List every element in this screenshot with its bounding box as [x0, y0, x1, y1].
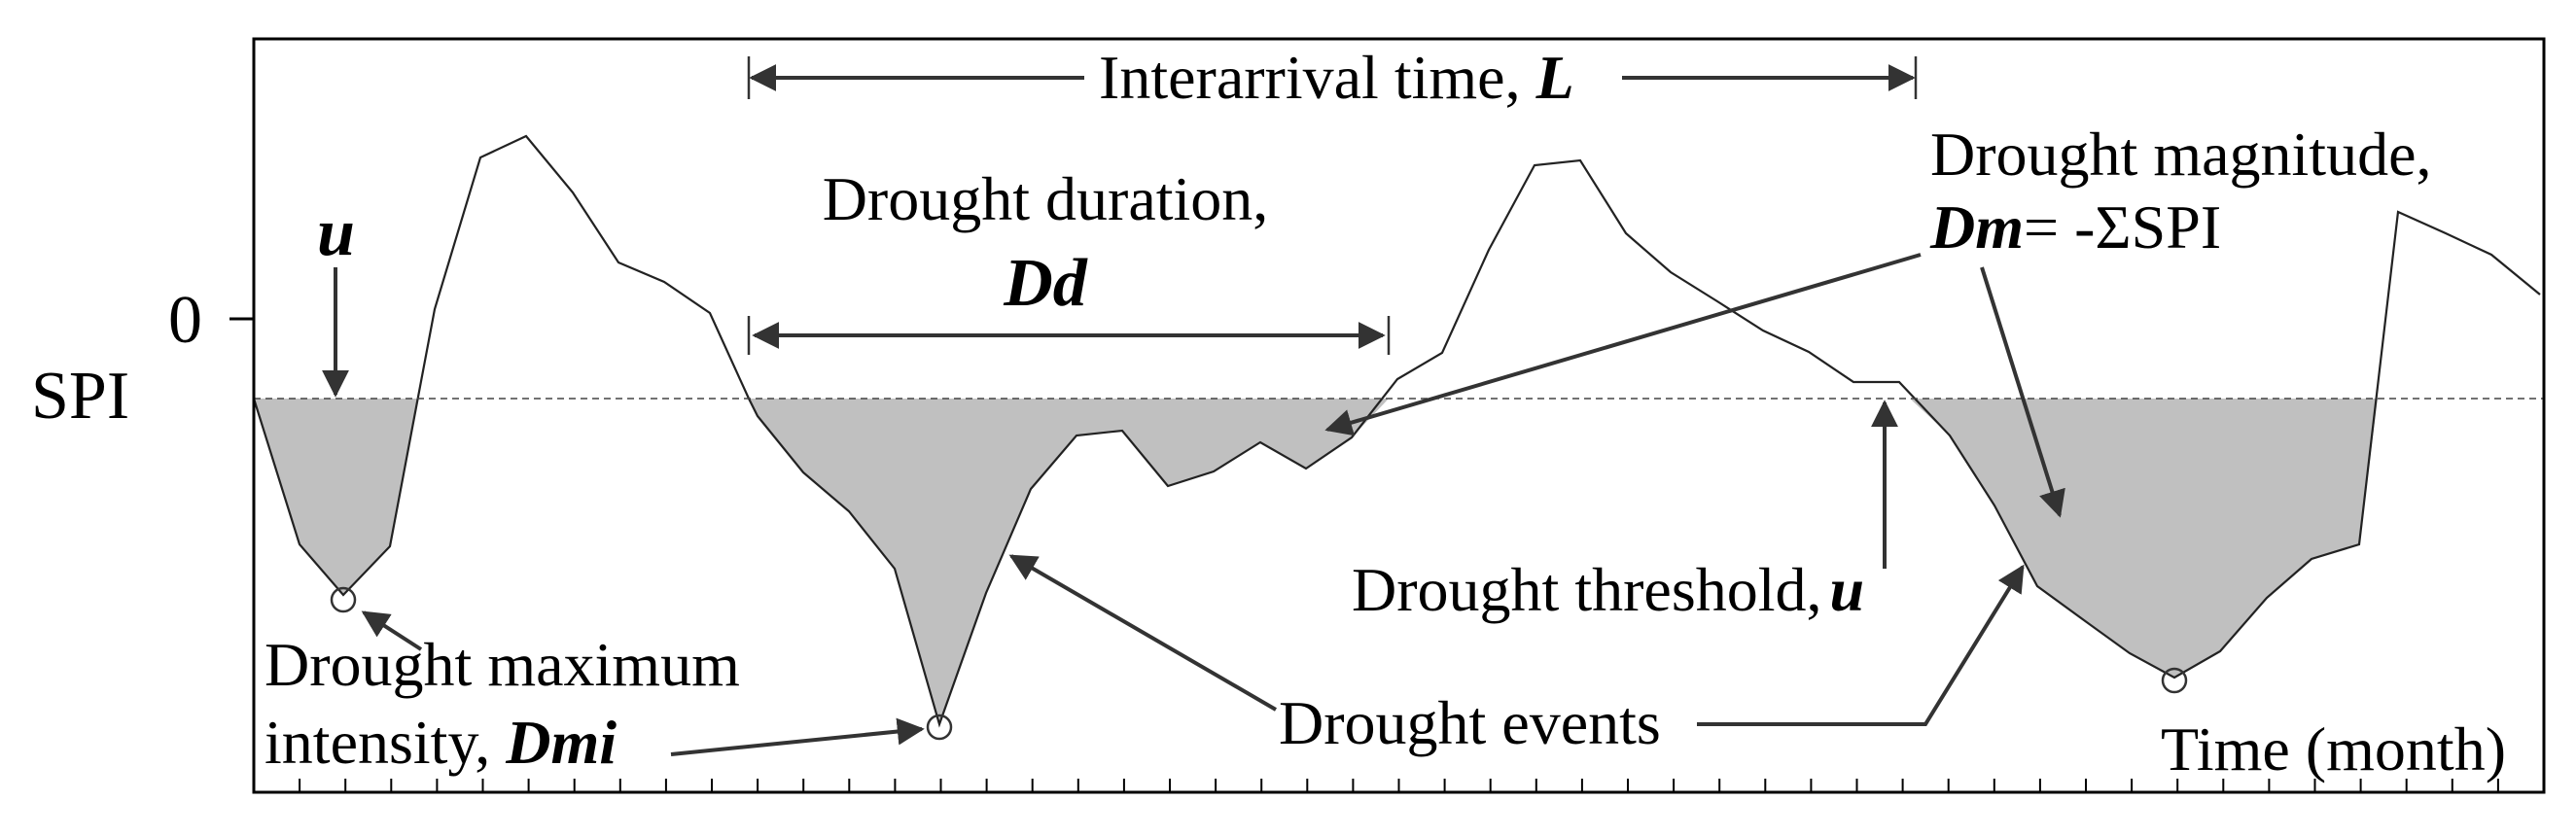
x-axis-ticks [299, 779, 2499, 792]
max-intensity-label-line1: Drought maximum [265, 630, 740, 699]
duration-symbol: Dd [1003, 246, 1088, 321]
drought-area-fills [254, 399, 2378, 724]
y-axis-label: SPI [31, 359, 129, 434]
magnitude-label: Drought magnitude, [1930, 120, 2431, 189]
max-intensity-marker-event-2 [926, 714, 953, 741]
magnitude-arrow-event-3 [1980, 266, 2065, 518]
max-intensity-arrow-event-2 [670, 717, 925, 756]
events-label: Drought events [1279, 688, 1661, 757]
duration-label: Drought duration, [823, 164, 1269, 233]
spi-series-line [252, 134, 2541, 728]
magnitude-formula: Dm= -ΣSPI [1929, 192, 2221, 261]
zero-tick-label: 0 [168, 283, 202, 358]
x-axis-label: Time (month) [2161, 714, 2506, 784]
drought-area-event-2 [749, 399, 1389, 724]
threshold-label: Drought threshold, u [1352, 555, 1864, 624]
events-arrow-event-2 [1008, 554, 1278, 712]
interarrival-label: Interarrival time, L [1099, 43, 1574, 112]
max-intensity-marker-event-1 [330, 586, 357, 613]
threshold-symbol-left: u [317, 195, 355, 270]
max-intensity-arrow-event-1 [361, 610, 423, 651]
events-arrow-event-3 [1697, 564, 2025, 726]
magnitude-arrow-event-2 [1324, 253, 1922, 436]
max-intensity-marker-event-3 [2161, 667, 2188, 694]
drought-area-event-3 [1910, 399, 2378, 678]
drought-area-event-1 [254, 399, 418, 595]
max-intensity-label-line2: intensity, Dmi [265, 708, 617, 777]
